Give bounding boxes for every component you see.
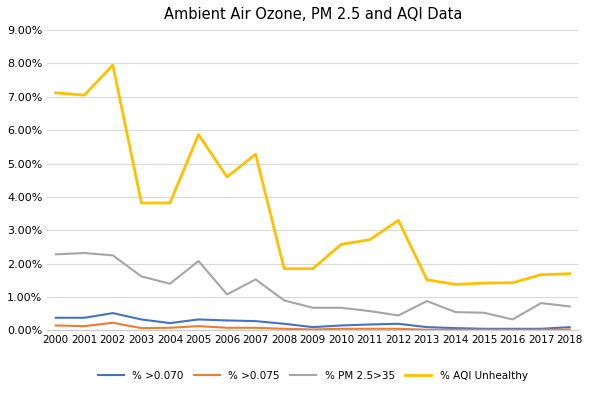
% >0.070 [223,318,230,323]
% >0.075 [167,325,174,330]
% AQI Unhealthy [395,218,402,223]
% >0.075 [509,327,516,332]
% >0.075 [223,325,230,330]
% >0.075 [195,324,202,328]
% PM 2.5>35 [52,252,59,257]
% >0.070 [423,325,430,330]
% PM 2.5>35 [138,274,145,279]
% >0.070 [395,321,402,326]
% >0.075 [81,324,88,328]
% >0.070 [167,321,174,326]
% >0.075 [566,327,573,332]
% >0.075 [252,325,259,330]
% >0.070 [509,326,516,331]
% >0.075 [366,326,374,331]
% >0.070 [566,325,573,330]
% PM 2.5>35 [366,309,374,314]
% AQI Unhealthy [52,90,59,95]
% >0.070 [366,322,374,327]
% PM 2.5>35 [509,317,516,322]
% >0.075 [109,320,116,325]
% AQI Unhealthy [538,272,545,277]
% AQI Unhealthy [252,152,259,157]
% PM 2.5>35 [309,305,316,310]
% >0.070 [309,325,316,330]
% PM 2.5>35 [81,251,88,256]
% >0.075 [52,323,59,328]
% AQI Unhealthy [337,242,345,247]
% AQI Unhealthy [366,237,374,242]
% PM 2.5>35 [281,298,288,303]
% >0.070 [281,321,288,326]
% AQI Unhealthy [109,63,116,68]
% >0.075 [423,327,430,332]
% >0.075 [480,327,488,332]
% >0.070 [81,316,88,320]
% PM 2.5>35 [109,253,116,258]
% AQI Unhealthy [281,266,288,271]
% PM 2.5>35 [395,313,402,318]
% AQI Unhealthy [81,93,88,98]
% AQI Unhealthy [309,266,316,271]
% PM 2.5>35 [566,304,573,309]
% AQI Unhealthy [223,174,230,179]
Title: Ambient Air Ozone, PM 2.5 and AQI Data: Ambient Air Ozone, PM 2.5 and AQI Data [164,7,462,22]
% AQI Unhealthy [138,201,145,206]
% PM 2.5>35 [423,299,430,303]
% >0.075 [538,327,545,332]
% AQI Unhealthy [452,282,459,287]
% AQI Unhealthy [566,271,573,276]
% >0.070 [138,317,145,322]
Line: % >0.075: % >0.075 [56,323,570,330]
% >0.075 [395,326,402,331]
% >0.070 [52,316,59,320]
% AQI Unhealthy [423,277,430,282]
% >0.075 [309,327,316,332]
Line: % >0.070: % >0.070 [56,313,570,329]
% >0.070 [109,311,116,316]
% >0.070 [337,323,345,328]
% >0.075 [281,326,288,331]
% PM 2.5>35 [337,305,345,310]
% >0.070 [480,326,488,331]
% >0.070 [195,317,202,322]
% PM 2.5>35 [167,281,174,286]
% PM 2.5>35 [252,277,259,282]
Legend: % >0.070, % >0.075, % PM 2.5>35, % AQI Unhealthy: % >0.070, % >0.075, % PM 2.5>35, % AQI U… [94,367,532,385]
% >0.075 [452,327,459,332]
% >0.075 [138,326,145,330]
% >0.070 [538,326,545,331]
% >0.070 [252,319,259,324]
% AQI Unhealthy [195,132,202,137]
Line: % PM 2.5>35: % PM 2.5>35 [56,253,570,320]
% >0.075 [337,326,345,331]
% AQI Unhealthy [509,280,516,285]
% PM 2.5>35 [480,310,488,315]
Line: % AQI Unhealthy: % AQI Unhealthy [56,65,570,285]
% >0.070 [452,326,459,330]
% AQI Unhealthy [480,280,488,285]
% PM 2.5>35 [538,301,545,305]
% PM 2.5>35 [223,292,230,297]
% AQI Unhealthy [167,201,174,206]
% PM 2.5>35 [195,259,202,264]
% PM 2.5>35 [452,310,459,314]
